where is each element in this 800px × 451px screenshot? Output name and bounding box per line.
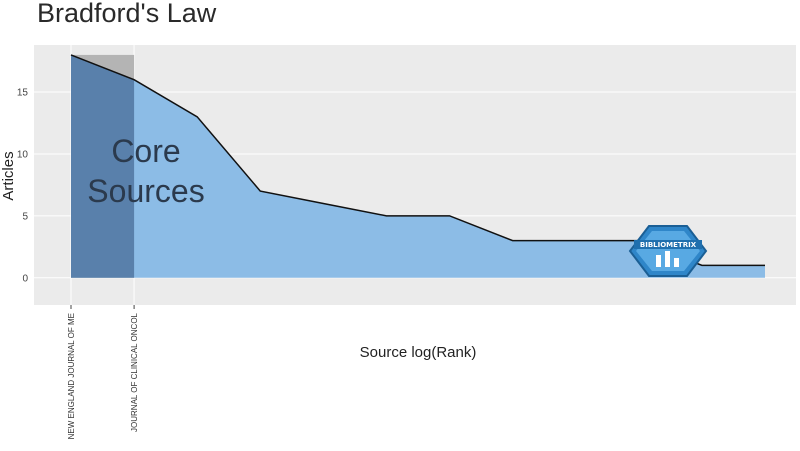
core-sources-label-line1: Core bbox=[111, 133, 180, 169]
y-tick-label: 5 bbox=[22, 211, 28, 222]
area-fill bbox=[71, 54, 765, 278]
x-tick-label: NEW ENGLAND JOURNAL OF ME bbox=[67, 313, 76, 439]
logo-band bbox=[634, 240, 702, 249]
y-tick-label: 10 bbox=[17, 149, 29, 160]
bibliometrix-logo: BIBLIOMETRIX bbox=[628, 225, 708, 277]
tick-layer: 0 5 10 15 bbox=[17, 88, 29, 285]
core-sources-overlay bbox=[71, 54, 135, 278]
y-tick-label: 0 bbox=[22, 273, 28, 284]
logo-text: BIBLIOMETRIX bbox=[640, 241, 697, 249]
chart-title: Bradford's Law bbox=[37, 0, 217, 28]
y-axis-title: Articles bbox=[0, 151, 17, 200]
logo-bar-1 bbox=[656, 255, 661, 267]
x-tick-label: JOURNAL OF CLINICAL ONCOL bbox=[130, 312, 139, 432]
category-labels: NEW ENGLAND JOURNAL OF ME JOURNAL OF CLIN… bbox=[67, 305, 139, 439]
logo-bar-3 bbox=[674, 258, 679, 267]
x-axis-title: Source log(Rank) bbox=[360, 344, 477, 361]
core-sources-label-line2: Sources bbox=[87, 173, 204, 209]
logo-bar-2 bbox=[665, 251, 670, 267]
y-tick-label: 15 bbox=[17, 88, 29, 99]
